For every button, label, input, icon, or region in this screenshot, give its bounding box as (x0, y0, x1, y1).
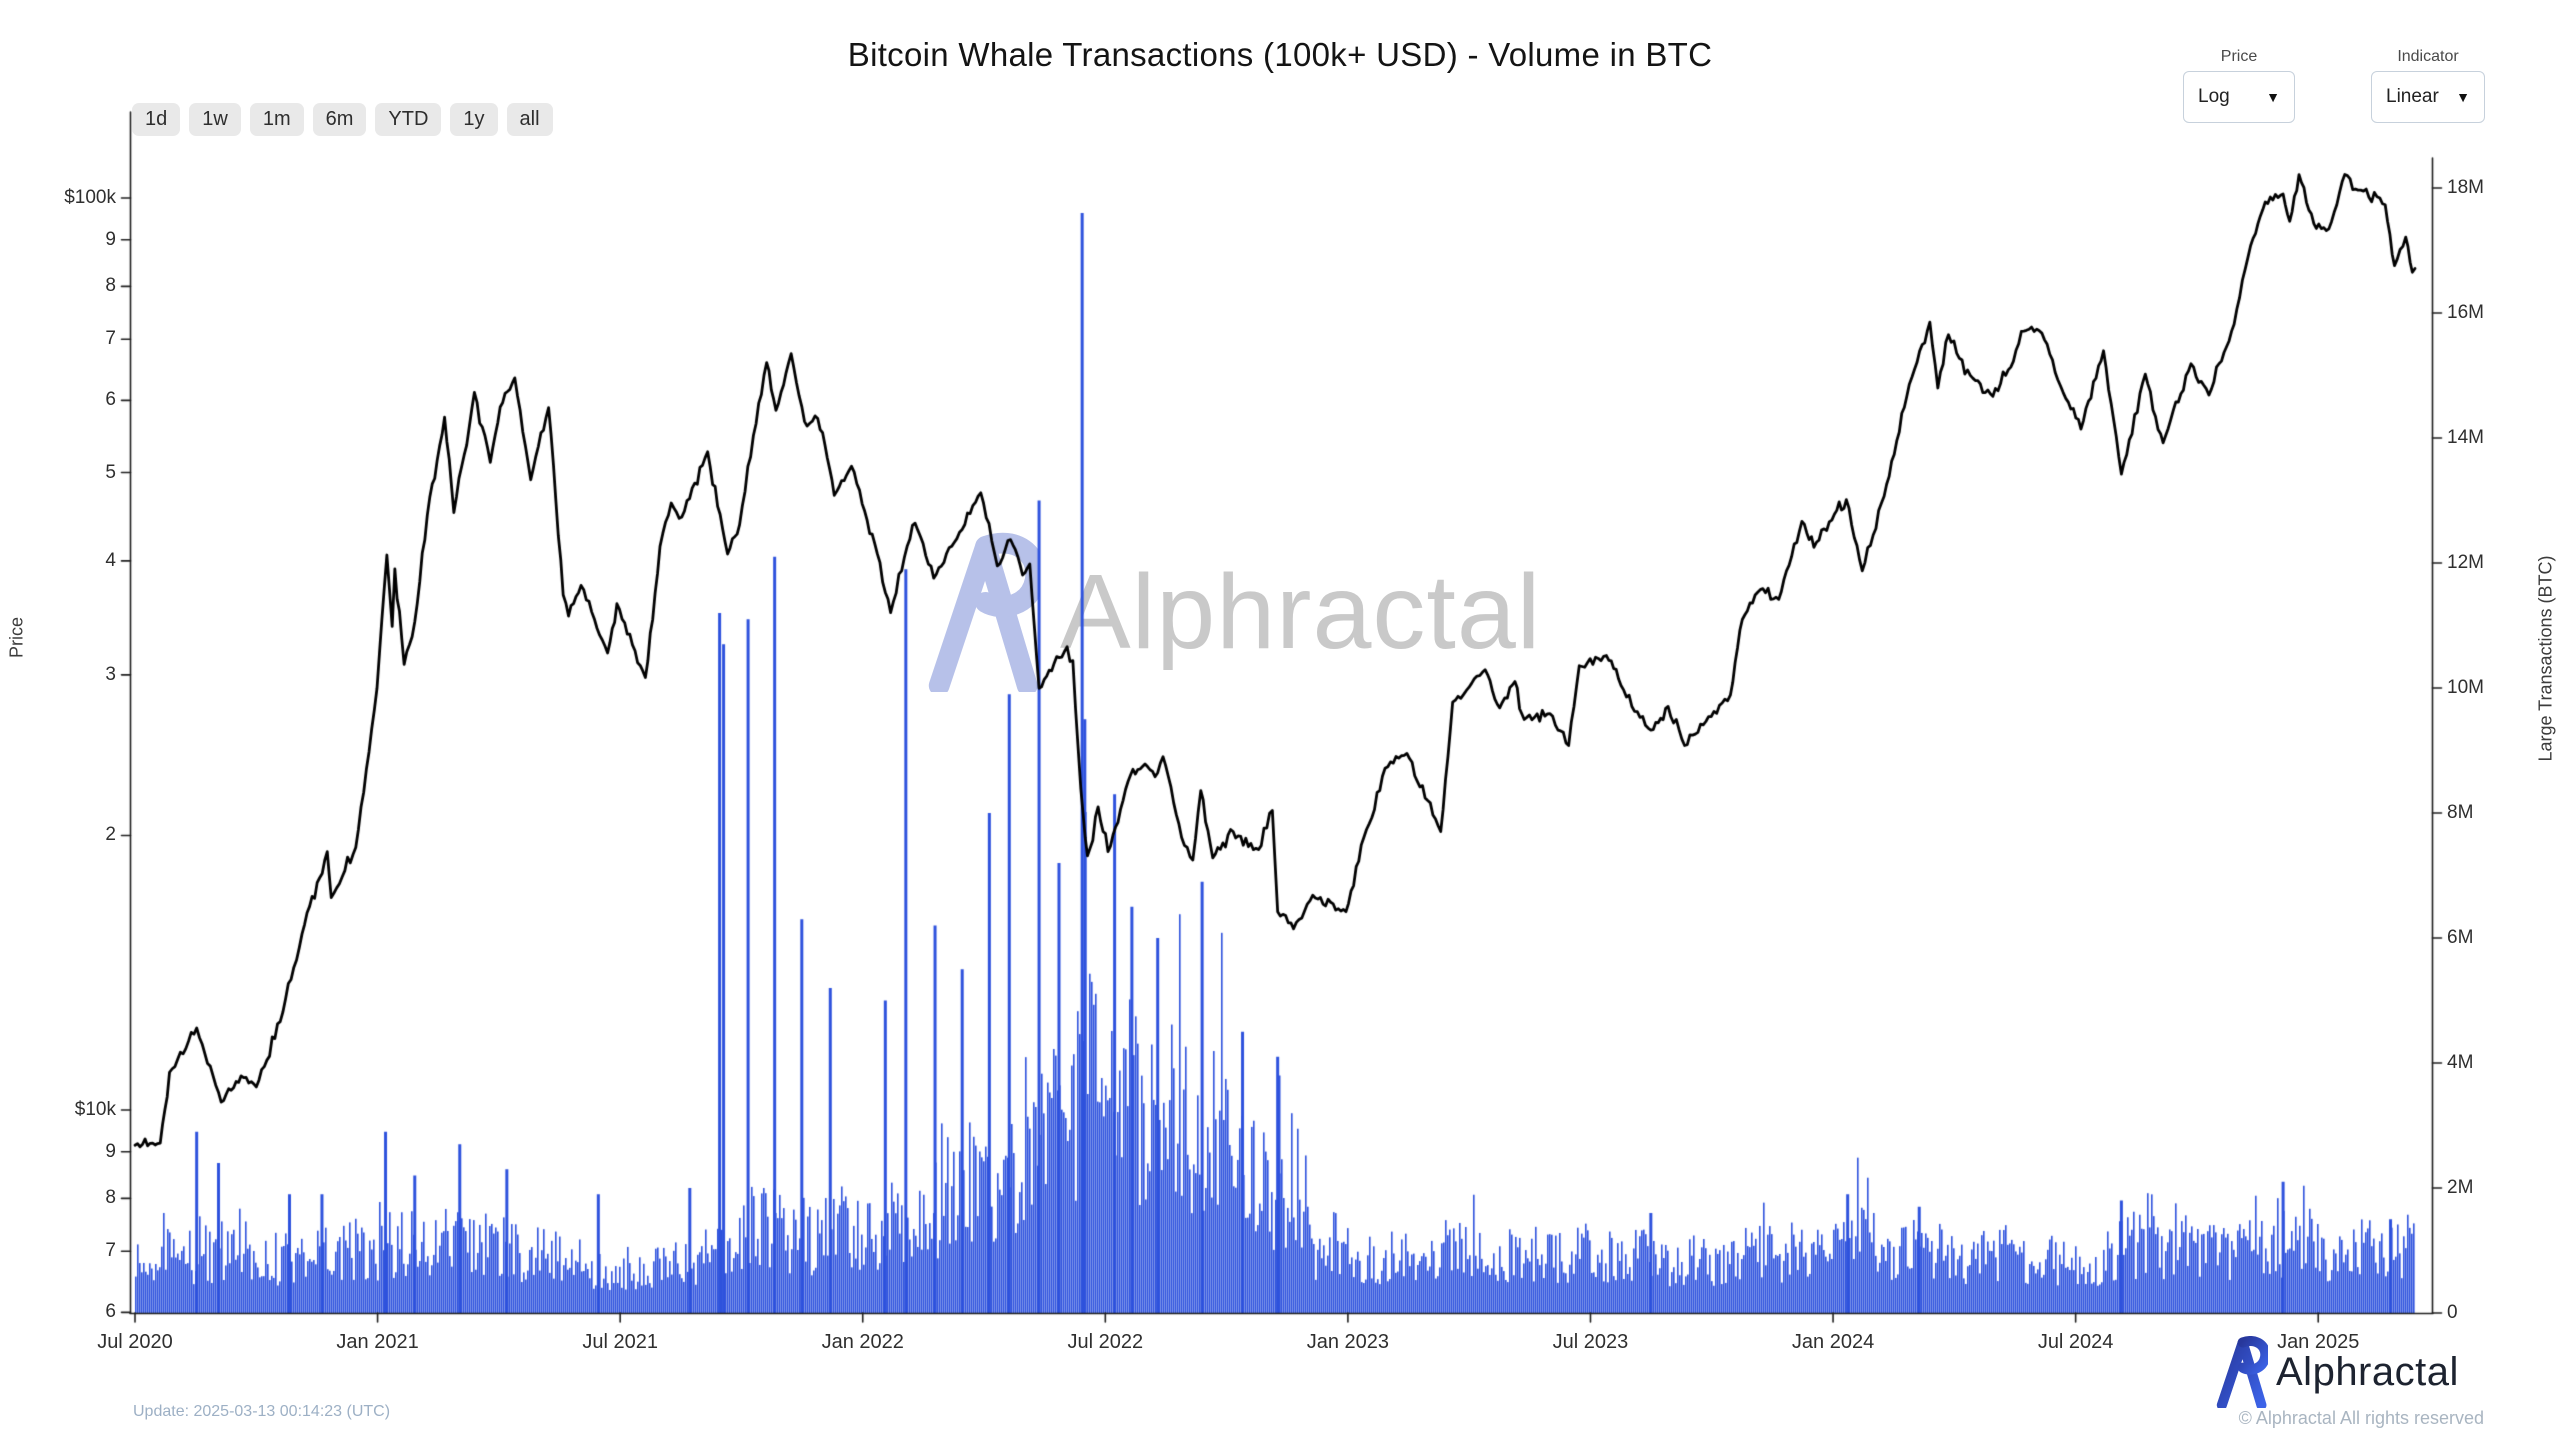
alphractal-logo-icon (2216, 1336, 2268, 1408)
range-button-1w[interactable]: 1w (189, 103, 241, 136)
indicator-scale-dropdown[interactable]: Linear ▼ (2371, 71, 2485, 123)
price-dropdown-label: Price (2220, 48, 2258, 65)
price-scale-control: Price Log ▼ (2183, 48, 2295, 123)
range-button-1m[interactable]: 1m (249, 103, 304, 136)
dropdown-caret-icon: ▼ (2456, 89, 2470, 105)
range-button-6m[interactable]: 6m (312, 103, 367, 136)
range-button-1y[interactable]: 1y (450, 103, 498, 136)
y-axis-title-large-transactions: Large Transactions (BTC) (2535, 555, 2556, 762)
footer-brand: Alphractal (2216, 1336, 2459, 1408)
time-range-button-group: 1d 1w 1m 6m YTD 1y all (132, 103, 553, 136)
range-button-ytd[interactable]: YTD (375, 103, 442, 136)
range-button-1d[interactable]: 1d (132, 103, 181, 136)
copyright-text: © Alphractal All rights reserved (2238, 1408, 2484, 1428)
footer-brand-text: Alphractal (2276, 1349, 2459, 1394)
page-title: Bitcoin Whale Transactions (100k+ USD) -… (847, 36, 1713, 73)
update-timestamp: Update: 2025-03-13 00:14:23 (UTC) (133, 1403, 391, 1420)
indicator-scale-value: Linear (2386, 86, 2439, 107)
y-axis-title-price: Price (6, 617, 27, 659)
price-scale-value: Log (2198, 86, 2230, 107)
indicator-scale-control: Indicator Linear ▼ (2371, 48, 2485, 123)
dropdown-caret-icon: ▼ (2266, 89, 2280, 105)
indicator-dropdown-label: Indicator (2397, 48, 2459, 65)
price-scale-dropdown[interactable]: Log ▼ (2183, 71, 2295, 123)
range-button-all[interactable]: all (506, 103, 553, 136)
